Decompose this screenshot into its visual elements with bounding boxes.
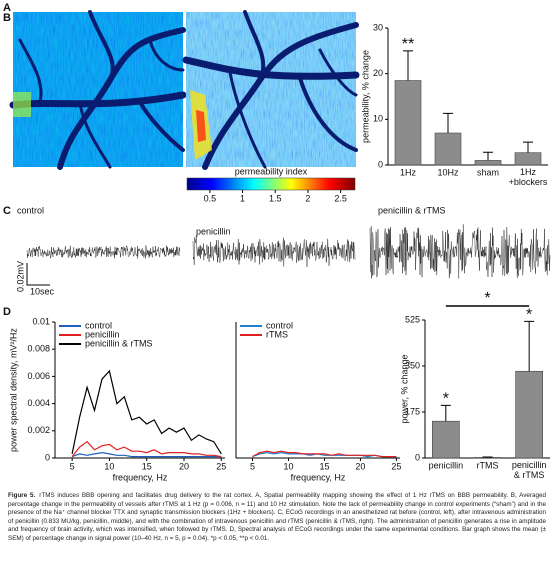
x-axis-label: frequency, Hz	[113, 472, 168, 482]
x-tick-label: 5	[250, 461, 255, 471]
scale-x-label: 10sec	[30, 286, 55, 296]
colorbar-tick-label: 0.5	[204, 193, 217, 203]
y-tick-label: 0.004	[27, 398, 50, 408]
colorbar-tick-label: 1.5	[269, 193, 282, 203]
x-axis-label: frequency, Hz	[291, 472, 346, 482]
panel-label: D	[3, 306, 11, 318]
significance-label: **	[402, 36, 414, 53]
error-bar	[523, 141, 533, 153]
x-tick-label: 15	[142, 461, 152, 471]
significance-label: *	[526, 307, 532, 324]
panel-label: C	[3, 205, 11, 217]
x-tick-label: 10	[284, 461, 294, 471]
x-tick-label: rTMS	[477, 460, 499, 470]
y-tick-label: 0	[415, 452, 420, 462]
error-bar	[483, 151, 493, 161]
series-line	[71, 369, 222, 455]
x-tick-label: 10Hz	[437, 167, 459, 177]
bar	[514, 152, 542, 166]
bar	[431, 420, 460, 459]
y-tick-label: 350	[405, 360, 420, 370]
error-bar	[403, 50, 413, 81]
error-bar	[440, 404, 451, 422]
significance-label: *	[443, 391, 449, 408]
y-tick-label: 175	[405, 406, 420, 416]
image-title: ACSF	[86, 1, 111, 11]
series-line	[71, 440, 222, 458]
bar	[394, 80, 422, 166]
y-axis-label: power spectral density, mV²/Hz	[8, 328, 18, 452]
ecog-trace	[192, 235, 356, 267]
colorbar-tick-label: 1	[240, 193, 245, 203]
panel-label: B	[3, 12, 11, 24]
heatmap-stimulation	[182, 10, 360, 170]
y-axis-label: permeability, % change	[360, 50, 370, 143]
figure-label: Figure 5.	[8, 492, 36, 499]
trace-label: penicillin & rTMS	[378, 205, 446, 215]
heatmap-acsf	[9, 10, 187, 170]
legend-label: rTMS	[266, 329, 288, 339]
legend-label: control	[85, 320, 112, 330]
significance-label: *	[484, 290, 490, 307]
error-bar	[524, 320, 535, 372]
colorbar-tick-label: 2.5	[334, 193, 347, 203]
caption-text: rTMS induces BBB opening and facilitates…	[8, 492, 546, 542]
y-tick-label: 0.01	[32, 316, 50, 326]
y-tick-label: 0.002	[27, 425, 50, 435]
legend-label: penicillin	[85, 329, 120, 339]
image-title: +1Hz stimulation	[238, 1, 305, 11]
x-tick-label: 1Hz	[400, 167, 417, 177]
panel-label: A	[3, 2, 11, 14]
y-tick-label: 0.008	[27, 344, 50, 354]
legend-label: control	[266, 320, 293, 330]
caption: Figure 5. rTMS induces BBB opening and fa…	[8, 492, 546, 544]
y-tick-label: 30	[373, 22, 383, 32]
error-bar	[482, 456, 493, 458]
y-tick-label: 525	[405, 314, 420, 324]
x-tick-label: 20	[179, 461, 189, 471]
trace-label: control	[17, 205, 44, 215]
error-bar	[443, 112, 453, 134]
bar	[515, 370, 544, 459]
x-tick-label: 20	[355, 461, 365, 471]
x-tick-label: 10	[104, 461, 114, 471]
legend-label: penicillin & rTMS	[85, 338, 153, 348]
y-tick-label: 10	[373, 114, 383, 124]
x-tick-label: 25	[216, 461, 226, 471]
bar	[474, 160, 502, 166]
x-tick-label: penicillin & rTMS	[512, 460, 547, 480]
x-tick-label: 25	[391, 461, 401, 471]
colorbar	[186, 177, 356, 191]
scale-y-label: 0.02mV	[15, 261, 25, 292]
y-tick-label: 0	[378, 159, 383, 169]
y-axis-label: power, % change	[399, 354, 409, 423]
x-tick-label: sham	[477, 167, 499, 177]
series-line	[71, 451, 222, 458]
figure-graphics: A ACSF +1Hz stimulation permeability ind…	[3, 1, 551, 482]
ecog-trace	[26, 245, 180, 259]
bar	[434, 132, 462, 166]
ecog-trace	[369, 224, 551, 279]
x-tick-label: penicillin	[429, 460, 464, 470]
y-tick-label: 0.006	[27, 371, 50, 381]
bar	[473, 457, 502, 459]
x-tick-label: 15	[319, 461, 329, 471]
x-tick-label: 1Hz +blockers	[509, 167, 548, 187]
colorbar-title: permeability index	[235, 166, 308, 176]
y-tick-label: 0	[45, 452, 50, 462]
x-tick-label: 5	[70, 461, 75, 471]
colorbar-tick-label: 2	[305, 193, 310, 203]
trace-label: penicillin	[196, 226, 231, 236]
y-tick-label: 20	[373, 68, 383, 78]
scale-bar	[26, 263, 50, 286]
series-line	[252, 450, 397, 458]
